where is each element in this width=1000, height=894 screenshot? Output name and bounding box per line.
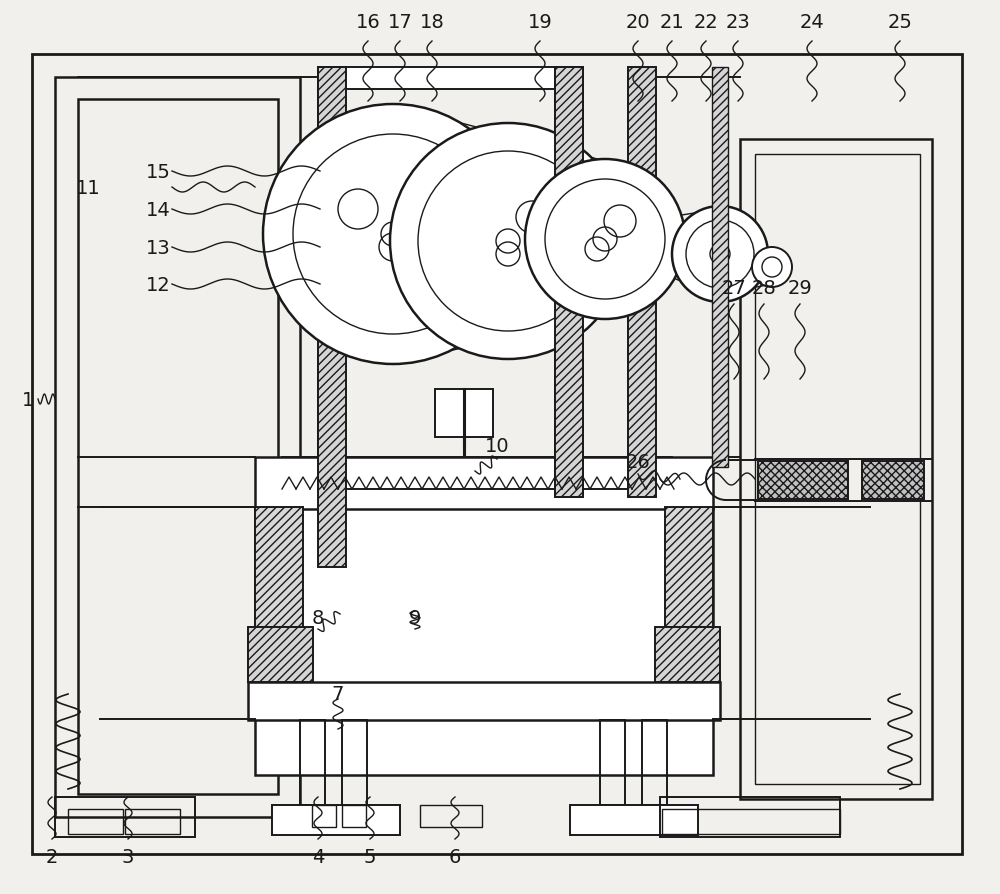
Text: 4: 4 (312, 848, 324, 866)
Text: 14: 14 (146, 200, 170, 219)
Circle shape (381, 223, 405, 247)
Bar (318, 68, 583, 90)
Text: 11: 11 (76, 178, 100, 198)
Text: 1: 1 (22, 390, 34, 409)
Bar (660, 797, 840, 837)
Bar (570, 805, 698, 835)
Circle shape (496, 230, 520, 254)
Text: 19: 19 (528, 13, 552, 31)
Bar (312, 805, 336, 827)
Bar (662, 809, 840, 834)
Bar (665, 508, 713, 628)
Bar (55, 78, 300, 817)
Bar (248, 628, 313, 682)
Bar (342, 805, 366, 827)
Circle shape (593, 228, 617, 252)
Bar (758, 461, 848, 500)
Text: 26: 26 (626, 452, 650, 471)
Bar (272, 805, 400, 835)
Circle shape (263, 105, 523, 365)
Bar (740, 139, 932, 799)
Bar (300, 721, 325, 805)
Bar (255, 458, 713, 510)
Bar (600, 721, 625, 805)
Text: 9: 9 (409, 608, 421, 627)
Bar (342, 721, 367, 805)
Text: 15: 15 (146, 163, 170, 181)
Circle shape (525, 160, 685, 320)
Bar (420, 805, 482, 827)
Text: 18: 18 (420, 13, 444, 31)
Bar (55, 797, 195, 837)
Text: 12: 12 (146, 275, 170, 294)
Text: 6: 6 (449, 848, 461, 866)
Circle shape (390, 124, 626, 359)
Bar (862, 461, 924, 500)
Text: 22: 22 (694, 13, 718, 31)
Bar (282, 458, 672, 489)
Text: 2: 2 (46, 848, 58, 866)
Bar (255, 508, 713, 775)
Bar (628, 68, 656, 497)
Bar (755, 155, 920, 784)
Bar (655, 628, 720, 682)
Circle shape (752, 248, 792, 288)
Bar (555, 68, 583, 497)
Bar (78, 100, 278, 794)
Circle shape (672, 207, 768, 303)
Text: 27: 27 (722, 278, 746, 297)
Text: 5: 5 (364, 848, 376, 866)
Text: 23: 23 (726, 13, 750, 31)
Bar (282, 489, 672, 508)
Text: 29: 29 (788, 278, 812, 297)
Bar (68, 809, 123, 834)
Bar (125, 809, 180, 834)
Bar (318, 489, 583, 511)
Text: 20: 20 (626, 13, 650, 31)
Text: 16: 16 (356, 13, 380, 31)
Text: 24: 24 (800, 13, 824, 31)
Text: 13: 13 (146, 238, 170, 257)
Bar (642, 721, 667, 805)
Bar (555, 68, 583, 497)
Text: 7: 7 (332, 685, 344, 704)
Text: 21: 21 (660, 13, 684, 31)
Bar (435, 390, 493, 437)
Text: 3: 3 (122, 848, 134, 866)
Text: 25: 25 (888, 13, 912, 31)
Circle shape (710, 245, 730, 265)
Text: 10: 10 (485, 437, 509, 456)
Text: 28: 28 (752, 278, 776, 297)
Text: 8: 8 (312, 608, 324, 627)
Bar (255, 508, 303, 628)
Bar (248, 682, 720, 721)
Bar (32, 55, 962, 854)
Bar (318, 68, 346, 568)
Bar (712, 68, 728, 468)
Text: 17: 17 (388, 13, 412, 31)
